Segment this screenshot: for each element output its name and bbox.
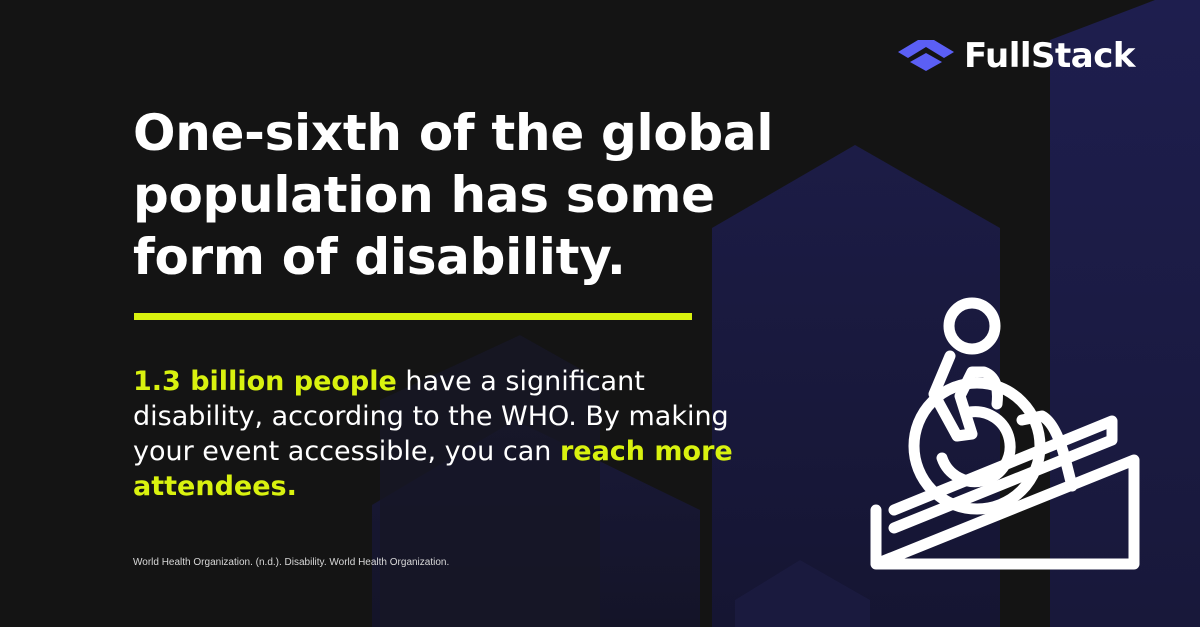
ramp-handrail [888, 415, 1118, 534]
person-head [943, 297, 1001, 355]
accent-divider [134, 313, 692, 320]
body-text: 1.3 billion people have a significant di… [133, 364, 773, 504]
headline: One-sixth of the global population has s… [133, 104, 774, 286]
wheelchair-back [1016, 410, 1078, 492]
person-body [928, 350, 1003, 442]
bg-shape-small-bottom [735, 560, 870, 627]
bg-shape-center-right [712, 145, 1000, 627]
layered-chevron-icon [898, 40, 954, 71]
brand-name: FullStack [964, 36, 1136, 76]
ramp-base [870, 454, 1140, 570]
wheelchair-ramp-icon [870, 297, 1140, 570]
brand-logo: FullStack [898, 36, 1136, 76]
bg-shape-left-faint [380, 335, 600, 627]
body-copy: have a significant disability, according… [133, 366, 729, 467]
highlight-cta: reach more attendees. [133, 436, 733, 502]
source-citation: World Health Organization. (n.d.). Disab… [133, 557, 450, 568]
highlight-stat: 1.3 billion people [133, 366, 397, 397]
bg-shape-top-right [1050, 0, 1200, 627]
